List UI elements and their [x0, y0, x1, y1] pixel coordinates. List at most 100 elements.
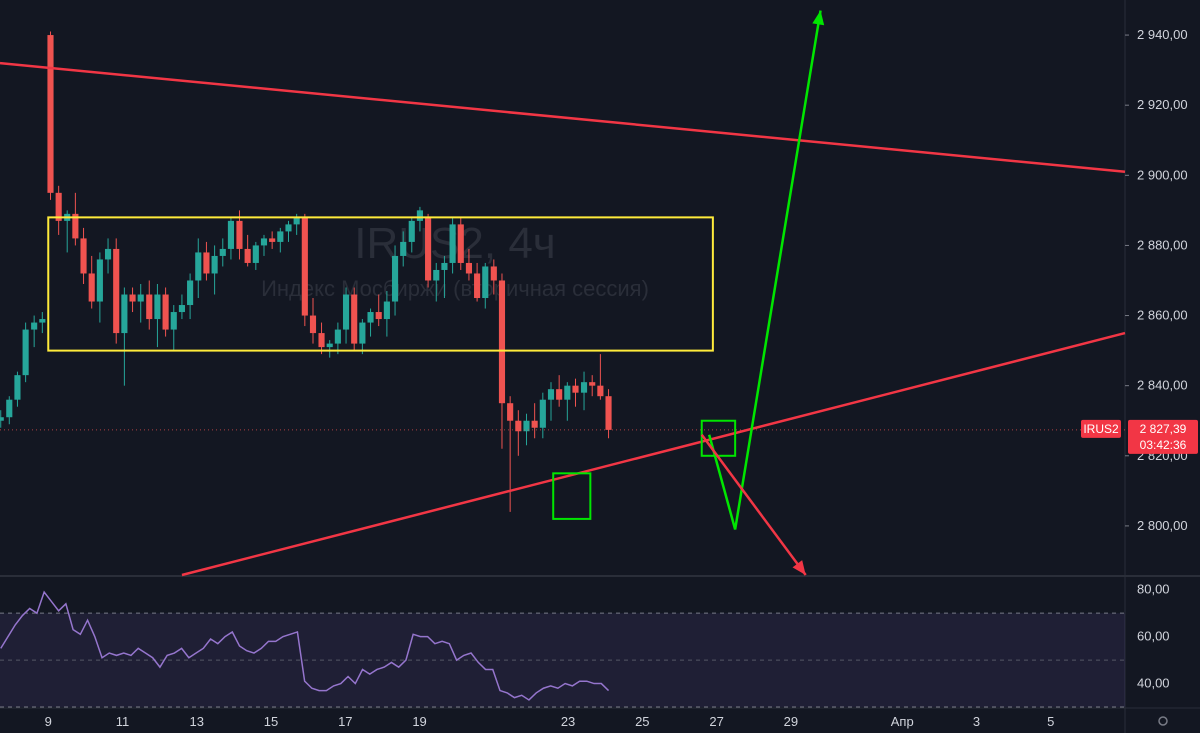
- candle-body: [498, 280, 506, 404]
- candle-body: [416, 210, 423, 221]
- candle: [441, 255, 448, 299]
- candle: [498, 273, 506, 449]
- price-tick-label: 2 940,00: [1137, 27, 1188, 42]
- candle: [154, 283, 161, 348]
- candle: [556, 375, 563, 407]
- candle: [359, 319, 366, 355]
- candle: [6, 396, 13, 425]
- candle: [326, 340, 333, 358]
- candle-body: [14, 375, 21, 400]
- candle-body: [211, 255, 218, 274]
- rsi-pane: [0, 590, 1125, 708]
- candle-body: [342, 294, 350, 330]
- candle-body: [383, 301, 390, 320]
- candle: [96, 252, 103, 323]
- candle: [285, 220, 292, 242]
- candle: [55, 185, 62, 235]
- candle: [88, 255, 95, 309]
- candle-body: [523, 420, 530, 432]
- price-tick-label: 2 840,00: [1137, 378, 1188, 393]
- candle-body: [441, 262, 448, 270]
- candle-body: [137, 294, 144, 302]
- candle-body: [31, 322, 38, 330]
- candle-body: [539, 399, 546, 428]
- candle-body: [203, 252, 210, 274]
- rsi-tick-label: 60,00: [1137, 629, 1170, 644]
- candle-body: [515, 420, 522, 432]
- price-tick-label: 2 900,00: [1137, 167, 1188, 182]
- candle: [203, 241, 210, 281]
- candle-body: [195, 252, 202, 281]
- candle-body: [391, 255, 399, 302]
- candle-body: [465, 262, 472, 274]
- candle: [47, 31, 54, 200]
- candle-body: [309, 315, 317, 334]
- candle: [14, 371, 21, 407]
- candle-body: [433, 269, 440, 281]
- candle: [72, 192, 79, 246]
- candle-body: [547, 389, 555, 400]
- candle: [227, 217, 235, 260]
- candle-body: [457, 224, 464, 263]
- candle-body: [400, 241, 407, 256]
- candle: [260, 234, 268, 256]
- green-box: [552, 472, 592, 520]
- candle: [0, 410, 4, 428]
- candle: [572, 378, 579, 407]
- candle-body: [236, 220, 243, 249]
- candle-body: [277, 231, 284, 242]
- candle: [507, 396, 514, 512]
- settings-icon: [1158, 716, 1168, 726]
- candle: [597, 354, 604, 400]
- candle-body: [178, 305, 185, 313]
- candle-body: [219, 248, 226, 256]
- price-tick-label: 2 880,00: [1137, 237, 1188, 252]
- candle-body: [72, 213, 79, 239]
- candle: [425, 213, 432, 288]
- candle-body: [605, 396, 612, 430]
- time-tick-label: 23: [561, 714, 575, 729]
- candle: [433, 262, 440, 302]
- candle: [113, 238, 120, 344]
- candle-body: [170, 312, 177, 330]
- candle: [589, 375, 596, 397]
- candle: [515, 410, 522, 456]
- candle: [211, 245, 218, 295]
- candle: [170, 305, 177, 351]
- price-tick-label: 2 860,00: [1137, 308, 1188, 323]
- candle: [178, 294, 185, 320]
- candle-body: [408, 220, 415, 242]
- candle-body: [580, 382, 588, 393]
- rsi-tick-label: 80,00: [1137, 582, 1170, 597]
- candle-body: [334, 329, 341, 344]
- candle-body: [80, 238, 87, 274]
- candle-body: [244, 248, 251, 263]
- candle: [383, 291, 390, 337]
- rsi-line: [0, 590, 610, 701]
- candle-body: [22, 329, 29, 376]
- candle-body: [572, 385, 579, 393]
- candle: [277, 227, 284, 253]
- rsi-tick-label: 40,00: [1137, 676, 1170, 691]
- candle: [162, 287, 169, 337]
- candle-body: [597, 385, 604, 397]
- candle-body: [55, 192, 62, 221]
- upper-trendline: [0, 61, 1126, 174]
- candle-body: [367, 312, 374, 323]
- candle: [318, 322, 325, 355]
- last-price-badge: [1128, 419, 1198, 454]
- candle: [351, 287, 358, 351]
- candle-body: [564, 385, 571, 400]
- time-tick-label: 17: [338, 714, 352, 729]
- candle: [31, 315, 38, 348]
- candle: [605, 389, 612, 439]
- candle-body: [359, 322, 366, 344]
- candle: [482, 262, 489, 309]
- candle: [334, 322, 341, 355]
- candle-body: [129, 294, 136, 302]
- last-price-value: 2 827,39: [1140, 422, 1187, 436]
- candle-body: [252, 245, 259, 263]
- range-box: [47, 216, 714, 352]
